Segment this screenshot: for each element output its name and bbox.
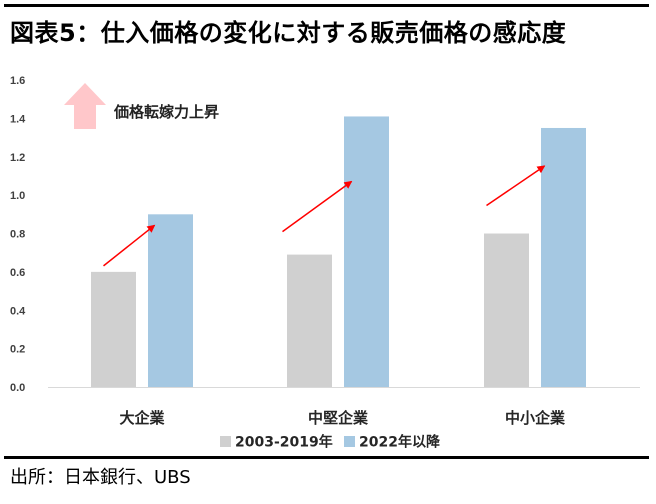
bar-series2 bbox=[541, 127, 586, 387]
legend-swatch bbox=[344, 436, 355, 447]
top-rule bbox=[4, 4, 649, 7]
legend-label: 2022年以降 bbox=[359, 434, 441, 451]
up-arrow-icon bbox=[64, 83, 106, 129]
trend-arrow bbox=[486, 165, 546, 207]
bar-series1 bbox=[484, 233, 529, 387]
x-axis: 大企業 中堅企業 中小企業 bbox=[48, 387, 640, 427]
x-category-label: 大企業 bbox=[119, 409, 165, 427]
annotation: 価格転嫁力上昇 bbox=[64, 83, 219, 129]
trend-arrow bbox=[282, 180, 353, 233]
y-tick-label: 0.4 bbox=[10, 305, 26, 317]
y-tick-label: 1.4 bbox=[10, 113, 26, 125]
y-tick-label: 1.0 bbox=[10, 190, 25, 202]
y-tick-label: 0.2 bbox=[10, 344, 25, 356]
bar-series2 bbox=[148, 214, 193, 387]
y-tick-label: 1.2 bbox=[10, 152, 25, 164]
x-category-label: 中堅企業 bbox=[308, 409, 369, 427]
y-tick-label: 0.0 bbox=[10, 382, 25, 394]
bottom-rule bbox=[4, 456, 649, 459]
figure-title: 図表5：仕入価格の変化に対する販売価格の感応度 bbox=[10, 19, 567, 47]
legend-swatch bbox=[220, 436, 231, 447]
y-tick-label: 0.8 bbox=[10, 229, 25, 241]
y-tick-label: 1.6 bbox=[10, 75, 25, 87]
legend: 2003-2019年 2022年以降 bbox=[220, 434, 441, 451]
y-tick-label: 0.6 bbox=[10, 267, 25, 279]
x-category-label: 中小企業 bbox=[505, 409, 566, 427]
trend-arrow bbox=[103, 224, 156, 267]
annotation-text: 価格転嫁力上昇 bbox=[113, 103, 219, 121]
bar-series1 bbox=[91, 271, 136, 387]
bar-series2 bbox=[344, 116, 389, 388]
bars bbox=[91, 116, 586, 388]
source-note: 出所：日本銀行、UBS bbox=[10, 467, 191, 488]
trend-arrows bbox=[103, 165, 546, 267]
bar-series1 bbox=[287, 254, 332, 387]
legend-label: 2003-2019年 bbox=[235, 434, 333, 451]
y-axis: 0.0 0.2 0.4 0.6 0.8 1.0 1.2 1.4 1.6 bbox=[10, 75, 26, 394]
